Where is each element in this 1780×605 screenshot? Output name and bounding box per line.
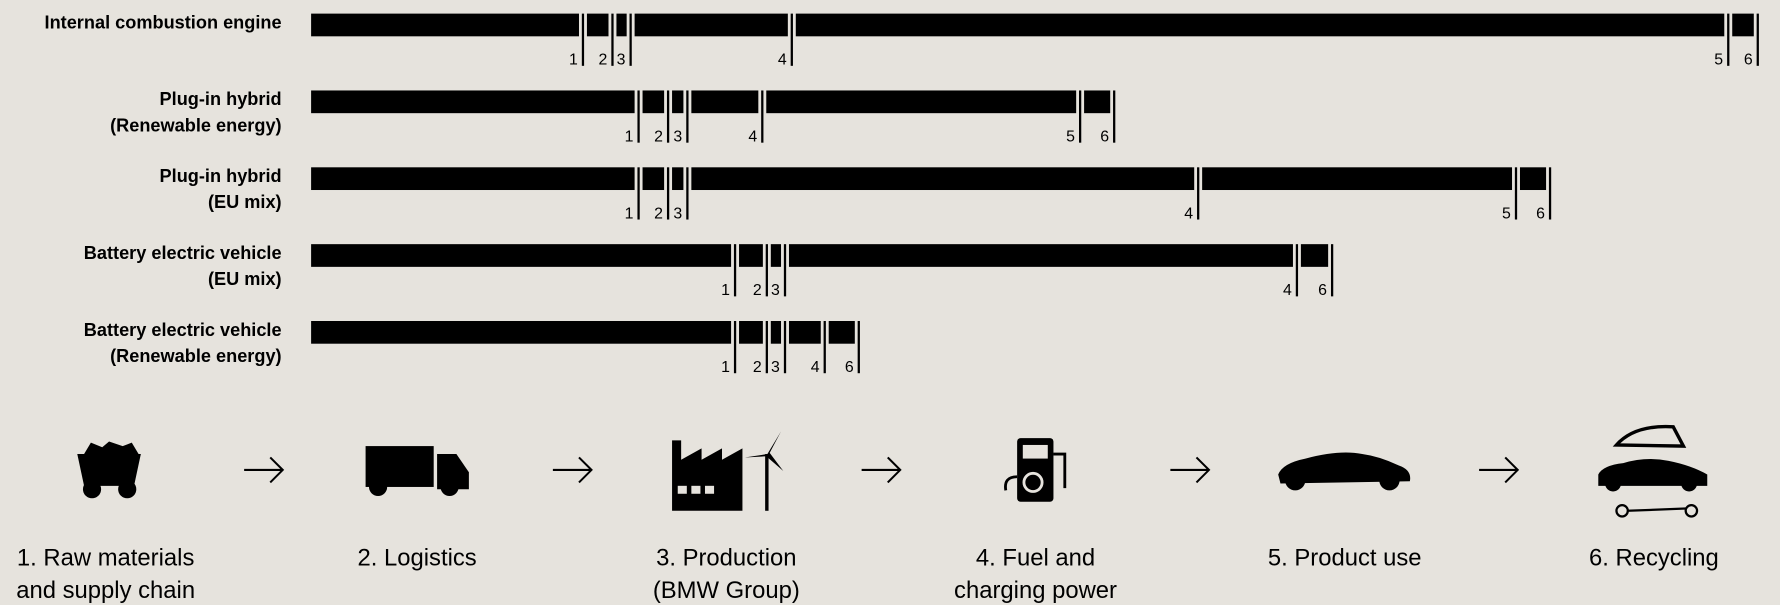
bar-segment bbox=[642, 90, 665, 114]
bar-segment bbox=[311, 13, 579, 37]
segment-label: 1 bbox=[569, 52, 578, 69]
bar-segment bbox=[691, 167, 1195, 191]
bar-segment bbox=[1732, 13, 1754, 37]
stage-caption: and supply chain bbox=[16, 577, 195, 604]
segment-label: 1 bbox=[721, 282, 730, 299]
icon-product-use bbox=[1278, 452, 1411, 491]
row-label: Battery electric vehicle bbox=[84, 320, 282, 340]
segment-label: 2 bbox=[753, 282, 762, 299]
segment-label: 4 bbox=[1184, 205, 1193, 222]
segment-label: 6 bbox=[845, 359, 854, 376]
bar-segment bbox=[311, 321, 732, 344]
bar-segment bbox=[788, 244, 1293, 267]
segment-label: 6 bbox=[1100, 129, 1109, 146]
stage-caption: 2. Logistics bbox=[358, 544, 477, 571]
row-label: Internal combustion engine bbox=[45, 12, 282, 32]
row-label: Battery electric vehicle bbox=[84, 243, 282, 263]
row-label: Plug-in hybrid bbox=[160, 89, 282, 109]
icon-production bbox=[672, 431, 784, 511]
segment-label: 1 bbox=[721, 359, 730, 376]
bar-segment bbox=[672, 167, 684, 191]
segment-label: 1 bbox=[625, 205, 634, 222]
segment-label: 4 bbox=[1283, 282, 1292, 299]
icon-raw-materials bbox=[77, 441, 141, 499]
bar-segment bbox=[1519, 167, 1547, 191]
bar-segment bbox=[311, 90, 635, 114]
bar-segment bbox=[311, 167, 635, 191]
stage-caption: charging power bbox=[954, 577, 1117, 604]
stage-caption: 4. Fuel and bbox=[976, 544, 1095, 571]
segment-label: 5 bbox=[1714, 52, 1723, 69]
stage-caption: (BMW Group) bbox=[653, 577, 800, 604]
segment-label: 3 bbox=[673, 129, 682, 146]
bar-segment bbox=[1202, 167, 1513, 191]
segment-label: 6 bbox=[1318, 282, 1327, 299]
segment-label: 2 bbox=[599, 52, 608, 69]
segment-label: 2 bbox=[654, 205, 663, 222]
icon-charging bbox=[1004, 438, 1067, 502]
row-label: (EU mix) bbox=[208, 269, 282, 289]
segment-label: 3 bbox=[617, 52, 626, 69]
segment-label: 6 bbox=[1536, 205, 1545, 222]
segment-label: 6 bbox=[1744, 52, 1753, 69]
bar-segment bbox=[642, 167, 665, 191]
segment-label: 3 bbox=[771, 359, 780, 376]
icons bbox=[77, 424, 1708, 518]
segment-label: 2 bbox=[753, 359, 762, 376]
segment-label: 4 bbox=[748, 129, 757, 146]
icon-recycling bbox=[1598, 424, 1708, 518]
row-label: (Renewable energy) bbox=[110, 346, 282, 366]
segment-label: 2 bbox=[654, 129, 663, 146]
bar-segment bbox=[766, 90, 1077, 114]
bar-segment bbox=[828, 321, 855, 344]
icon-logistics bbox=[365, 446, 469, 497]
bar-segment bbox=[795, 13, 1725, 37]
bar-segment bbox=[770, 244, 782, 267]
stage-caption: 6. Recycling bbox=[1589, 544, 1719, 571]
bar-segment bbox=[788, 321, 821, 344]
row-label: (Renewable energy) bbox=[110, 115, 282, 135]
segment-label: 4 bbox=[778, 52, 787, 69]
segment-label: 5 bbox=[1502, 205, 1511, 222]
stage-caption: 5. Product use bbox=[1268, 544, 1422, 571]
bar-segment bbox=[616, 13, 627, 37]
bar-segment bbox=[739, 244, 763, 267]
bar-segment bbox=[739, 321, 763, 344]
bar-segment bbox=[691, 90, 759, 114]
segment-label: 3 bbox=[673, 205, 682, 222]
segment-label: 5 bbox=[1066, 129, 1075, 146]
arrows bbox=[244, 456, 1520, 484]
segment-label: 1 bbox=[625, 129, 634, 146]
row-label: Plug-in hybrid bbox=[160, 166, 282, 186]
bar-segment bbox=[586, 13, 609, 37]
bar-segment bbox=[1084, 90, 1111, 114]
bar-segment bbox=[311, 244, 732, 267]
bar-segment bbox=[672, 90, 684, 114]
bar-segment bbox=[1300, 244, 1329, 267]
stage-caption: 1. Raw materials bbox=[17, 544, 195, 571]
bar-segment bbox=[770, 321, 782, 344]
row-label: (EU mix) bbox=[208, 192, 282, 212]
segment-label: 3 bbox=[771, 282, 780, 299]
stage-caption: 3. Production bbox=[656, 544, 796, 571]
bar-segment bbox=[634, 13, 788, 37]
segment-label: 4 bbox=[811, 359, 820, 376]
